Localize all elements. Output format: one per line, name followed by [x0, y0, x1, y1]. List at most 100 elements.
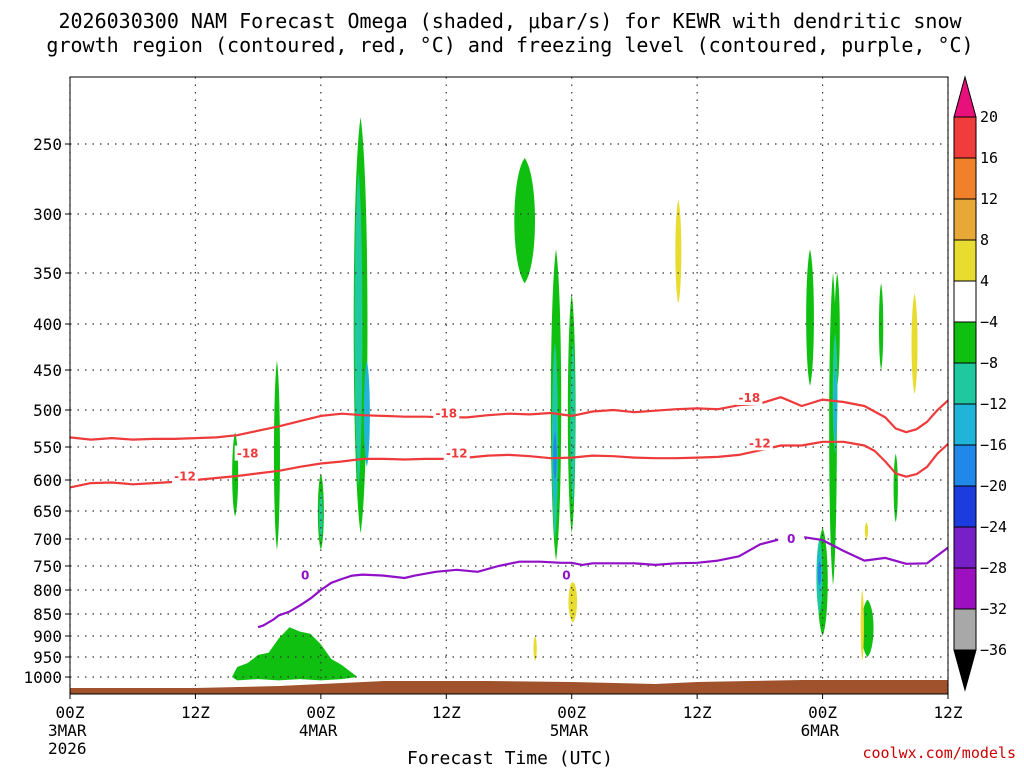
colorbar-label: 16: [980, 149, 998, 167]
contour-label-bg: [234, 445, 261, 461]
omega-region: [833, 370, 837, 440]
omega-region: [878, 283, 884, 370]
contour-label-bg: [746, 435, 773, 451]
omega-region: [319, 492, 323, 539]
y-tick-label: 650: [33, 502, 62, 521]
colorbar-box: [953, 198, 977, 241]
contour-label-bg: [553, 567, 580, 583]
colorbar-label: −32: [980, 600, 1007, 618]
x-axis-label: Forecast Time (UTC): [407, 748, 613, 768]
y-tick-label: 350: [33, 264, 62, 283]
chart-title-line1: 2026030300 NAM Forecast Omega (shaded, μ…: [58, 9, 962, 33]
colorbar-label: −8: [980, 354, 998, 372]
y-tick-label: 400: [33, 315, 62, 334]
omega-region: [568, 580, 578, 623]
x-tick-label: 12Z: [934, 703, 963, 722]
y-tick-label: 950: [33, 648, 62, 667]
contour-label-bg: [778, 531, 805, 546]
x-tick-label: 12Z: [432, 703, 461, 722]
omega-region: [861, 599, 874, 657]
colorbar-top-triangle: [953, 75, 977, 118]
colorbar-box: [953, 403, 977, 446]
omega-region: [864, 522, 869, 539]
omega-region: [893, 453, 898, 523]
y-tick-label: 250: [33, 135, 62, 154]
contour-label: 0: [562, 569, 570, 583]
colorbar-label: −28: [980, 559, 1007, 577]
omega-region: [911, 293, 918, 394]
omega-shading: [232, 117, 918, 681]
colorbar-box: [953, 444, 977, 487]
contour-dgz_minus12: [69, 440, 949, 489]
y-tick-label: 700: [33, 530, 62, 549]
y-tick-label: 750: [33, 557, 62, 576]
contour-label: -12: [749, 436, 771, 450]
y-tick-label: 300: [33, 205, 62, 224]
grid-lines: [69, 77, 949, 694]
contour-label-bg: [292, 567, 319, 583]
contour-lines: -18 -18 -18 -12 -12 -12 0 0 0: [69, 390, 949, 629]
contour-label-bg: [433, 405, 460, 421]
colorbar-label: −20: [980, 477, 1007, 495]
colorbar-box: [953, 485, 977, 528]
contour-label-bg: [443, 445, 470, 461]
colorbar-box: [953, 362, 977, 405]
omega-region: [514, 158, 536, 284]
colorbar-box: [953, 526, 977, 569]
colorbar-label: −24: [980, 518, 1007, 536]
omega-region-lowlevel: [232, 627, 358, 681]
colorbar-bottom-triangle: [953, 649, 977, 692]
contour-label-bg: [171, 468, 198, 484]
x-tick-date: 4MAR: [299, 721, 338, 740]
contour-freezing_0: [257, 535, 949, 629]
colorbar-box: [953, 157, 977, 200]
colorbar-box: [953, 280, 977, 323]
omega-region: [273, 360, 280, 550]
colorbar-label: 8: [980, 231, 989, 249]
colorbar-label: −36: [980, 641, 1007, 659]
contour-label: -12: [174, 470, 196, 484]
colorbar-label: −4: [980, 313, 998, 331]
colorbar-box: [953, 567, 977, 610]
y-tick-label: 900: [33, 627, 62, 646]
colorbar-box: [953, 116, 977, 159]
plot-frame: [69, 76, 949, 695]
colorbar: 20 16 12 8 4 −4 −8 −12 −16 −20 −24 −28 −32 −36: [953, 75, 1007, 692]
contour-label: -18: [435, 407, 457, 421]
contour-label: 0: [301, 569, 309, 583]
y-tick-label: 850: [33, 605, 62, 624]
y-tick-label: 450: [33, 361, 62, 380]
omega-region: [675, 200, 682, 304]
colorbar-label: −12: [980, 395, 1007, 413]
omega-region: [806, 249, 814, 386]
colorbar-label: 20: [980, 108, 998, 126]
y-tick-label: 600: [33, 471, 62, 490]
terrain-band: [70, 680, 948, 694]
x-tick-label: 00Z: [808, 703, 837, 722]
x-tick-date: 3MAR: [48, 721, 87, 740]
omega-region: [860, 590, 864, 661]
colorbar-box: [953, 608, 977, 651]
colorbar-label: 12: [980, 190, 998, 208]
y-axis-ticks: 250 300 350 400 450 500 550 600 650 700 750 800 850 9…: [23, 135, 70, 687]
y-tick-label: 500: [33, 401, 62, 420]
omega-region: [570, 342, 576, 505]
colorbar-box: [953, 321, 977, 364]
omega-region: [354, 172, 363, 487]
x-tick-label: 00Z: [56, 703, 85, 722]
omega-region: [817, 560, 822, 586]
x-tick-label: 12Z: [181, 703, 210, 722]
colorbar-label: 4: [980, 272, 989, 290]
contour-dgz_minus18: [69, 396, 949, 441]
terrain-fill: [70, 680, 948, 694]
contour-label: -18: [739, 391, 761, 405]
colorbar-label: −16: [980, 436, 1007, 454]
y-tick-label: 1000: [23, 668, 62, 687]
credit-text: coolwx.com/models: [862, 744, 1016, 762]
contour-label: 0: [787, 532, 795, 546]
contour-label: -18: [237, 447, 259, 461]
omega-region: [553, 432, 557, 480]
x-tick-year: 2026: [48, 739, 87, 758]
